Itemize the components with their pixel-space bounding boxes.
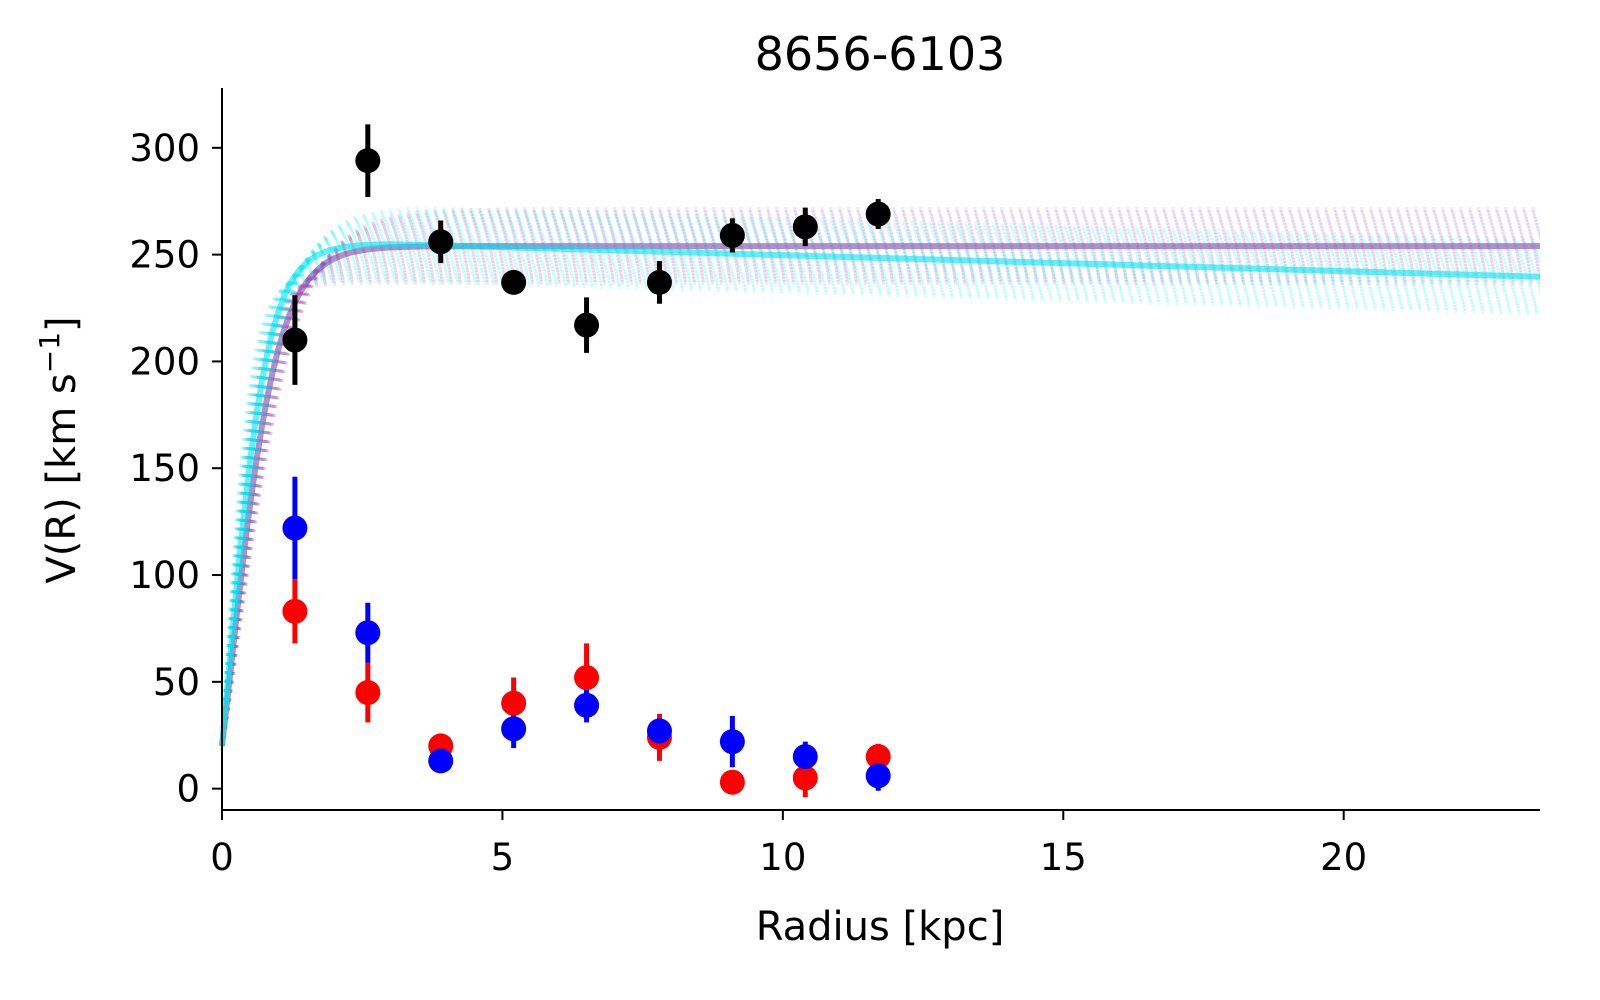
data-point bbox=[355, 680, 381, 706]
model-median-curve bbox=[219, 243, 1540, 747]
data-point bbox=[355, 148, 381, 174]
data-point bbox=[501, 269, 527, 295]
model-draw-curve bbox=[219, 240, 1541, 747]
model-draw-curve bbox=[219, 276, 1540, 747]
y-tick-label: 50 bbox=[153, 661, 200, 704]
model-draw-curve bbox=[219, 232, 1540, 747]
y-ticks: 0 50 100 150 200 250 300 bbox=[129, 127, 222, 811]
model-draw-curve bbox=[219, 271, 1541, 747]
data-point bbox=[865, 763, 891, 789]
model-draw-curve bbox=[219, 257, 1540, 747]
model-draw-curve bbox=[219, 270, 1540, 747]
data-point bbox=[792, 744, 818, 770]
model-draw-curve bbox=[219, 279, 1540, 747]
y-axis-label-exponent: −1 bbox=[33, 332, 66, 373]
y-axis-label-close: ] bbox=[39, 316, 85, 332]
model-draw-curve bbox=[219, 237, 1541, 747]
model-draw-curve bbox=[219, 252, 1541, 747]
y-tick-label: 150 bbox=[129, 447, 200, 490]
model-draw-curve bbox=[219, 277, 1541, 747]
model-draw-curve bbox=[219, 265, 1541, 747]
x-tick-label: 20 bbox=[1320, 836, 1367, 879]
data-point bbox=[574, 692, 600, 718]
x-axis-label: Radius [kpc] bbox=[756, 904, 1005, 950]
model-draw-curve bbox=[219, 219, 1541, 747]
data-point bbox=[428, 229, 454, 255]
data-point bbox=[792, 214, 818, 240]
model-curves bbox=[219, 207, 1541, 747]
data-point bbox=[501, 690, 527, 716]
model-draw-curve bbox=[219, 251, 1540, 747]
data-point bbox=[282, 327, 308, 353]
chart-title: 8656-6103 bbox=[755, 27, 1006, 81]
model-draw-curve bbox=[219, 268, 1541, 747]
data-point bbox=[428, 748, 454, 774]
model-draw-curve bbox=[219, 234, 1541, 747]
data-point bbox=[646, 269, 672, 295]
data-point bbox=[865, 744, 891, 770]
model-draw-curve bbox=[219, 216, 1541, 747]
x-ticks: 0 5 10 15 20 bbox=[210, 810, 1367, 879]
data-point bbox=[865, 201, 891, 227]
model-draw-curve bbox=[219, 246, 1541, 747]
model-draw-curve bbox=[219, 225, 1541, 747]
model-draw-curve bbox=[219, 267, 1540, 747]
model-draw-curve bbox=[219, 254, 1540, 747]
model-draw-curve bbox=[219, 219, 1540, 747]
data-point bbox=[719, 769, 745, 795]
model-draw-curve bbox=[219, 223, 1540, 747]
y-tick-label: 200 bbox=[129, 340, 200, 383]
y-tick-label: 250 bbox=[129, 234, 200, 277]
model-draw-curve bbox=[219, 235, 1540, 747]
data-point bbox=[282, 598, 308, 624]
data-point bbox=[646, 718, 672, 744]
data-point bbox=[719, 222, 745, 248]
y-tick-label: 0 bbox=[176, 768, 200, 811]
y-tick-label: 300 bbox=[129, 127, 200, 170]
model-median-curve bbox=[219, 241, 1541, 747]
data-point bbox=[792, 765, 818, 791]
model-draw-curve bbox=[219, 248, 1540, 747]
y-axis-label-main: V(R) [km s bbox=[39, 373, 85, 583]
data-point bbox=[282, 515, 308, 541]
model-draw-curve bbox=[219, 258, 1541, 747]
model-draw-curve bbox=[219, 238, 1540, 747]
model-draw-curve bbox=[219, 255, 1541, 747]
model-draw-curve bbox=[219, 262, 1541, 747]
x-tick-label: 15 bbox=[1040, 836, 1087, 879]
model-draw-curve bbox=[219, 243, 1541, 747]
model-draw-curve bbox=[219, 229, 1540, 747]
model-draw-curve bbox=[219, 264, 1540, 747]
model-draw-curve bbox=[219, 222, 1541, 747]
model-draw-curve bbox=[219, 245, 1540, 747]
model-draw-curve bbox=[219, 231, 1541, 747]
model-draw-curve bbox=[219, 216, 1540, 747]
data-point bbox=[355, 620, 381, 646]
model-draw-curve bbox=[219, 242, 1540, 747]
model-draw-curve bbox=[219, 228, 1541, 747]
model-draw-curve bbox=[219, 226, 1540, 747]
data-point bbox=[574, 665, 600, 691]
model-draw-curve bbox=[219, 260, 1540, 747]
data-point bbox=[719, 729, 745, 755]
model-draw-curve bbox=[219, 274, 1541, 747]
y-tick-label: 100 bbox=[129, 554, 200, 597]
data-point bbox=[574, 312, 600, 338]
data-points bbox=[282, 148, 891, 795]
x-tick-label: 0 bbox=[210, 836, 234, 879]
y-axis-label: V(R) [km s−1] bbox=[33, 316, 85, 583]
x-tick-label: 10 bbox=[759, 836, 806, 879]
data-point bbox=[501, 716, 527, 742]
model-draw-curve bbox=[219, 213, 1541, 747]
x-tick-label: 5 bbox=[491, 836, 515, 879]
model-draw-curve bbox=[219, 249, 1541, 747]
model-draw-curve bbox=[219, 273, 1540, 747]
